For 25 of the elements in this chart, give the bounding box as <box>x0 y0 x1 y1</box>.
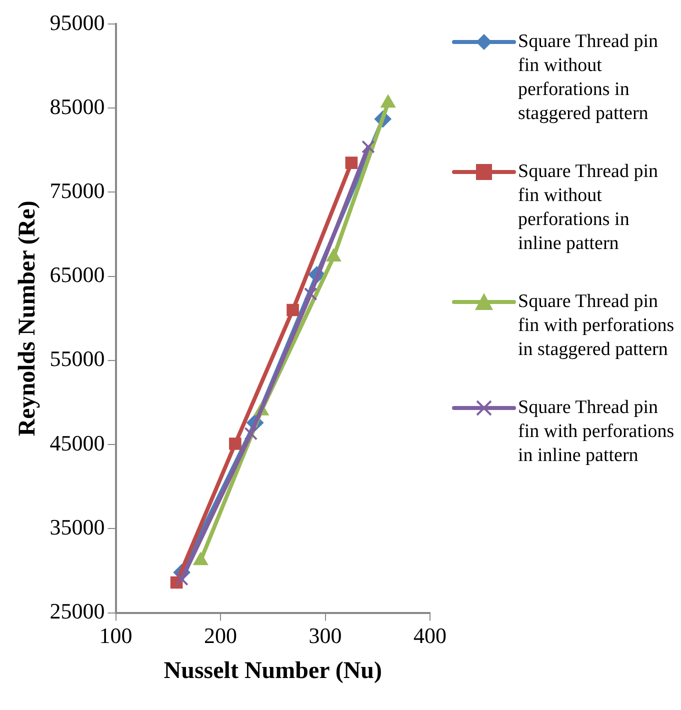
y-tick-label: 75000 <box>50 178 105 204</box>
y-axis-title: Reynolds Number (Re) <box>14 200 41 436</box>
point <box>244 426 258 440</box>
y-tick-label: 65000 <box>50 262 105 288</box>
x-tick-label: 100 <box>99 622 132 648</box>
y-tick-label: 25000 <box>50 598 105 624</box>
y-tick-label: 95000 <box>50 10 105 35</box>
x-axis-title: Nusselt Number (Nu) <box>164 658 382 684</box>
legend-label: Square Thread pin fin without perforations in inline pattern <box>518 160 659 256</box>
x-tick-label: 400 <box>414 622 446 648</box>
point <box>362 140 375 154</box>
y-tick-label: 35000 <box>50 514 105 540</box>
y-tick-label: 45000 <box>50 430 105 456</box>
x-tick-label: 300 <box>308 622 342 648</box>
y-tick-label: 85000 <box>50 94 105 119</box>
y-tick-label: 55000 <box>50 346 105 372</box>
legend-label: Square Thread pin fin with perforations in inline pattern <box>518 396 676 468</box>
x-tick-label: 200 <box>204 622 238 648</box>
legend-label: Square Thread pin fin with perforations in staggered pattern <box>518 290 676 362</box>
point <box>286 304 299 316</box>
point <box>345 156 358 169</box>
point <box>304 287 318 301</box>
legend-label: Square Thread pin fin without perforations in staggered pattern <box>518 30 659 126</box>
point <box>175 572 188 586</box>
point <box>229 438 242 450</box>
